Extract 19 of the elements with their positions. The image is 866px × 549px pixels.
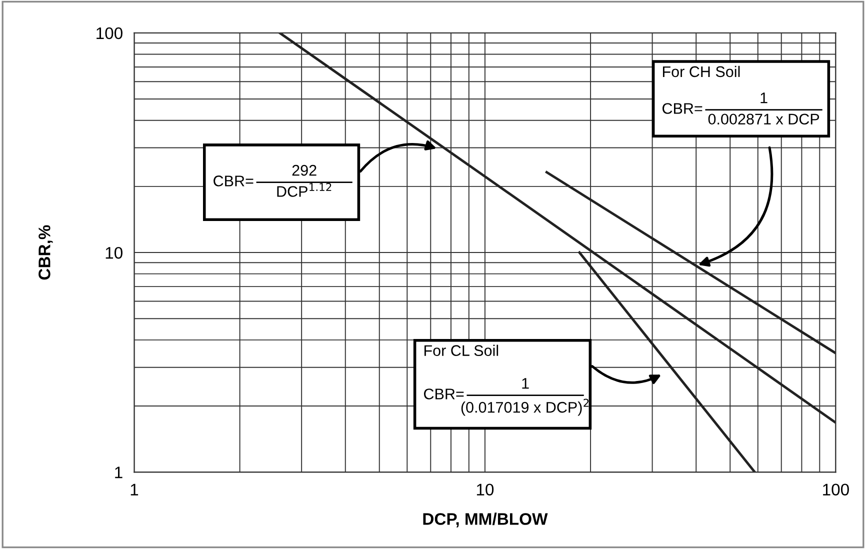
x-tick-label: 10 <box>476 484 494 496</box>
x-tick-label: 1 <box>130 484 138 496</box>
annotation: (0.017019 x DCP)$^{2}$ <box>461 398 589 416</box>
annotation: 1 <box>522 378 529 389</box>
annotation: 0.002871 x DCP <box>708 114 820 125</box>
annotation: 292 <box>292 164 316 176</box>
y-axis-title: CBR,% <box>38 225 53 280</box>
y-tick-label: 10 <box>106 246 122 259</box>
x-axis-title: DCP, MM/BLOW <box>423 512 548 528</box>
annotation: 1 <box>760 92 768 104</box>
annotation: For CL Soil <box>424 344 498 356</box>
annotation: CBR= <box>662 103 702 114</box>
annotation: For CH Soil <box>662 66 740 78</box>
annotation: CBR= <box>214 176 254 186</box>
y-tick-label: 1 <box>115 466 122 478</box>
x-tick-label: 100 <box>823 484 849 496</box>
annotation: CBR= <box>424 388 464 400</box>
y-tick-label: 100 <box>96 27 122 40</box>
annotation: DCP$^{1.12}$ <box>277 182 332 197</box>
